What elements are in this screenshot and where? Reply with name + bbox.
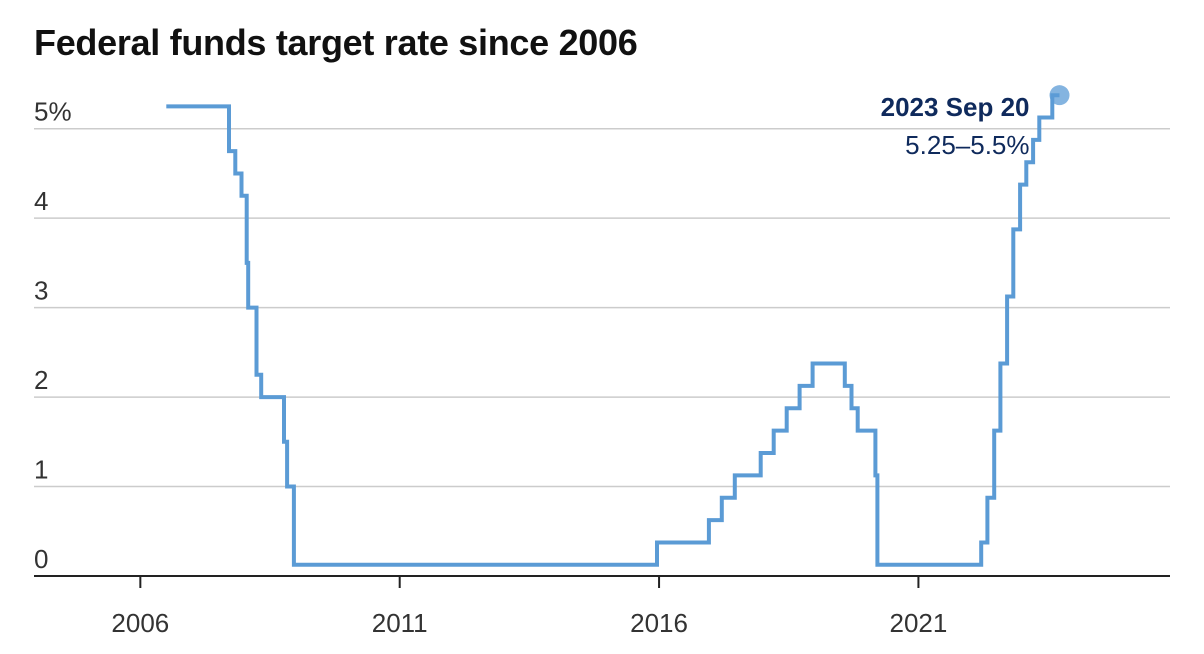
x-axis: 2006 2011 2016 2021 [34,575,1170,638]
y-tick-label-0: 0 [34,544,48,574]
x-tick-label-2006: 2006 [111,608,169,638]
y-tick-label-4: 4 [34,186,48,216]
endpoint-marker [1049,85,1070,106]
annotation-date: 2023 Sep 20 [881,92,1030,122]
chart-title: Federal funds target rate since 2006 [34,22,638,63]
series-line-0 [166,93,1060,567]
y-tick-label-5: 5% [34,97,72,127]
y-tick-label-2: 2 [34,365,48,395]
annotation-layer: 2023 Sep 20 5.25–5.5% [881,85,1070,160]
y-tick-label-3: 3 [34,276,48,306]
series-layer [166,93,1060,567]
x-tick-label-2011: 2011 [372,608,428,638]
y-tick-labels: 0 1 2 3 4 5% [34,97,72,574]
x-tick-label-2016: 2016 [630,608,688,638]
x-tick-label-2021: 2021 [889,608,947,638]
annotation-value: 5.25–5.5% [905,130,1029,160]
y-tick-label-1: 1 [34,455,48,485]
grid-lines [34,127,1170,488]
